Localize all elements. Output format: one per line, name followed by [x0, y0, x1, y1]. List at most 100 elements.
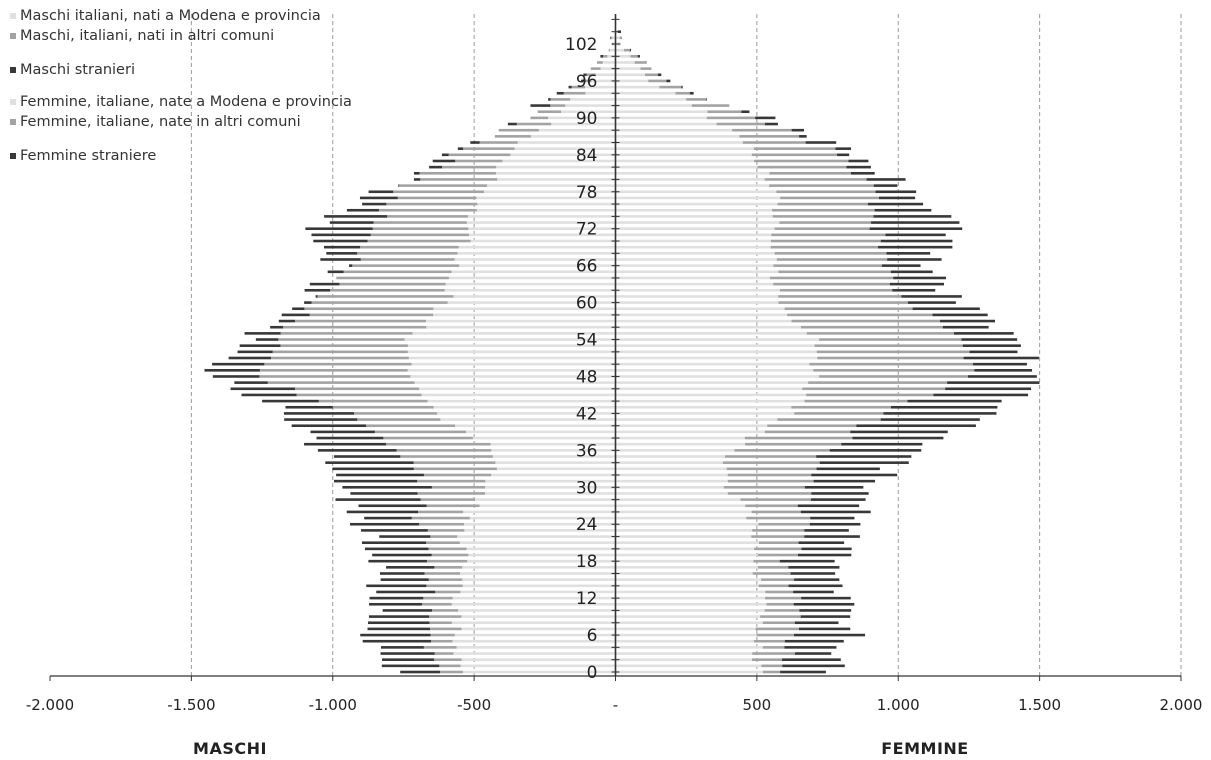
bar-male: [411, 516, 470, 520]
legend-label: Maschi, italiani, nati in altri comuni: [20, 28, 275, 44]
bar-male: [466, 430, 616, 434]
bar-male: [610, 36, 611, 40]
bar-male: [483, 190, 616, 194]
bar-male: [420, 178, 498, 181]
bar-female: [615, 98, 687, 101]
bar-female: [615, 572, 753, 575]
bar-female: [615, 479, 728, 483]
bar-male: [313, 239, 368, 243]
bar-female: [890, 405, 998, 409]
bar-male: [370, 233, 469, 237]
bar-male: [476, 208, 616, 212]
bar-female: [615, 190, 777, 194]
bar-female: [615, 141, 743, 144]
bar-male: [419, 387, 616, 391]
axes: [49, 14, 1182, 681]
bar-male: [440, 418, 616, 421]
bar-male: [367, 627, 431, 631]
side-label-maschi: MASCHI: [193, 739, 267, 758]
bar-male: [434, 566, 463, 569]
bar-female: [817, 356, 964, 360]
bar-female: [689, 91, 694, 95]
bar-male: [585, 85, 616, 89]
bar-female: [615, 301, 779, 304]
bar-male: [230, 387, 295, 391]
bar-female: [615, 196, 781, 200]
bar-female: [967, 375, 1037, 378]
bar-female: [734, 449, 830, 452]
bar-male: [315, 295, 318, 298]
bar-female: [901, 295, 962, 298]
bar-female: [615, 436, 745, 440]
y-tick-label: 30: [576, 478, 598, 498]
bar-male: [612, 36, 616, 40]
bar-female: [933, 393, 1029, 397]
bar-male: [336, 473, 424, 477]
bar-female: [780, 670, 826, 674]
bar-female: [615, 621, 763, 625]
bar-male: [387, 215, 468, 218]
bar-female: [615, 313, 788, 317]
bar-female: [878, 245, 953, 249]
bar-female: [779, 559, 835, 563]
bar-female: [615, 584, 759, 588]
bar-female: [634, 61, 646, 64]
bar-male: [335, 498, 421, 501]
bar-female: [871, 221, 960, 224]
bar-male: [432, 159, 456, 163]
bar-male: [494, 135, 531, 138]
bar-male: [451, 602, 616, 606]
bar-male: [204, 369, 260, 372]
bar-female: [752, 652, 795, 655]
bar-female: [814, 344, 963, 347]
bar-female: [846, 165, 871, 169]
bar-male: [461, 615, 616, 618]
bar-male: [455, 424, 616, 428]
bar-male: [386, 442, 491, 446]
bar-female: [615, 245, 771, 249]
bar-female: [764, 609, 800, 612]
bar-male: [367, 239, 471, 243]
bar-female: [788, 566, 840, 569]
bar-female: [727, 479, 814, 483]
bar-female: [772, 208, 875, 212]
bar-female: [963, 356, 1039, 360]
bar-male: [462, 584, 616, 588]
bar-female: [681, 85, 683, 89]
bar-male: [228, 356, 271, 360]
bar-male: [360, 633, 431, 637]
bar-female: [850, 430, 948, 434]
bar-female: [615, 467, 727, 471]
bar-male: [461, 658, 616, 661]
bar-female: [850, 171, 875, 175]
x-tick-label: 1.000: [877, 696, 920, 714]
x-tick-label: -1.000: [309, 696, 357, 714]
bar-male: [609, 48, 616, 52]
bar-female: [615, 399, 805, 403]
bar-female: [778, 270, 891, 274]
bar-male: [369, 596, 424, 600]
bar-female: [722, 461, 820, 464]
bar-female: [727, 473, 812, 477]
bar-male: [259, 375, 411, 378]
bar-male: [419, 171, 496, 175]
bar-male: [485, 485, 616, 489]
legend: Maschi italiani, nati a Modena e provinc…: [10, 8, 380, 168]
bar-male: [603, 55, 608, 58]
bar-female: [615, 541, 760, 545]
x-tick-label: 2.000: [1160, 696, 1203, 714]
bar-female: [801, 547, 852, 551]
bar-female: [889, 282, 945, 286]
bar-male: [327, 270, 344, 274]
bar-female: [615, 639, 754, 643]
bar-male: [474, 498, 616, 501]
bar-female: [800, 510, 871, 514]
bar-male: [459, 541, 616, 545]
bar-female: [615, 239, 771, 243]
bar-female: [615, 498, 741, 501]
bar-male: [570, 98, 616, 101]
bar-female: [615, 646, 763, 649]
bar-female: [615, 529, 753, 532]
bar-male: [398, 184, 399, 187]
bar-female: [890, 270, 933, 274]
